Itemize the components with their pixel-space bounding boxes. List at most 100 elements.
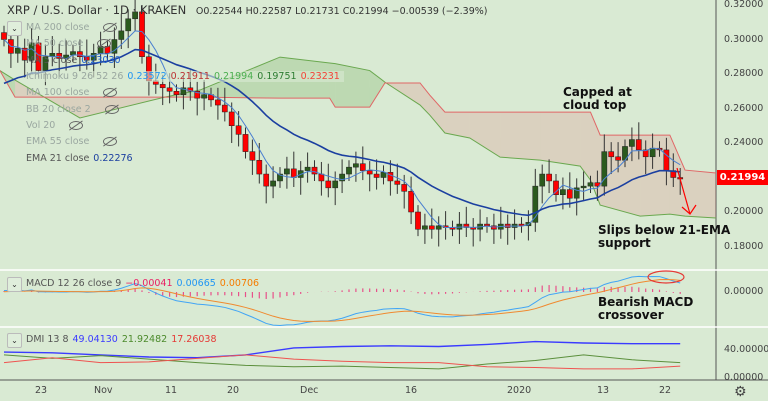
candle-up <box>573 187 580 199</box>
high-value: H0.22587 <box>245 6 293 17</box>
candle-down <box>77 51 83 58</box>
candle-down <box>242 134 249 152</box>
legend-ma5[interactable]: MA 5 close 0.23030 <box>26 55 121 66</box>
candle-down <box>228 111 235 126</box>
candle-down <box>615 156 621 161</box>
collapse-macd-button[interactable]: ⌄ <box>7 277 22 292</box>
candle-down <box>159 84 166 89</box>
candle-down <box>187 87 194 92</box>
candle-up <box>422 225 428 230</box>
legend-ema21[interactable]: EMA 21 close 0.22276 <box>26 153 133 164</box>
legend-vol[interactable]: Vol 20 <box>26 120 84 131</box>
candle-up <box>132 11 138 20</box>
hidden-eye-icon[interactable] <box>97 39 112 48</box>
candle-down <box>428 225 435 230</box>
candle-up <box>42 56 49 71</box>
legend-ma200[interactable]: MA 200 close <box>26 22 118 33</box>
settings-gear-icon[interactable]: ⚙ <box>734 384 747 400</box>
time-tick-label: 16 <box>405 385 418 396</box>
hidden-eye-icon[interactable] <box>103 88 118 97</box>
legend-ichimoku[interactable]: Ichimoku 9 26 52 26 0.23572 0.21911 0.21994… <box>26 71 344 82</box>
legend-macd[interactable]: MACD 12 26 close 9 −0.00041 0.00665 0.00706 <box>26 278 260 289</box>
candle-up <box>304 166 311 171</box>
candle-down <box>546 173 552 182</box>
legend-dmi[interactable]: DMI 13 8 49.04130 21.92482 17.26038 <box>26 334 217 345</box>
price-tick-label: 0.20000 <box>724 206 764 217</box>
candle-up <box>180 87 187 95</box>
candle-up <box>270 180 276 187</box>
candle-up <box>380 172 387 178</box>
annotation-arrowhead <box>681 204 697 215</box>
time-tick-label: 20 <box>227 385 240 396</box>
candle-down <box>401 184 408 192</box>
candle-up <box>532 185 539 223</box>
candle-down <box>263 173 270 187</box>
candle-down <box>35 42 42 71</box>
candle-down <box>311 166 318 175</box>
hidden-eye-icon[interactable] <box>103 137 118 146</box>
ichimoku-cloud <box>444 112 470 138</box>
candle-down <box>359 163 366 171</box>
ichimoku-cloud <box>590 112 601 206</box>
candle-down <box>256 160 263 175</box>
close-value: C0.21994 <box>342 6 389 17</box>
annotation-bearish: Bearish MACD crossover <box>598 295 694 322</box>
time-tick-label: 13 <box>597 385 610 396</box>
candle-up <box>649 147 656 158</box>
price-tick-label: 0.24000 <box>724 137 764 148</box>
candle-down <box>553 180 559 195</box>
legend-ma100[interactable]: MA 100 close <box>26 87 118 98</box>
ichimoku-cloud <box>580 112 591 181</box>
adx-line <box>3 340 681 359</box>
collapse-legend-button[interactable]: ⌄ <box>7 21 22 36</box>
candle-down <box>608 151 615 158</box>
minus-di-line <box>3 354 681 370</box>
candle-up <box>539 173 546 187</box>
candle-down <box>173 91 180 95</box>
last-price-label: 0.21994 <box>717 170 768 185</box>
hidden-eye-icon[interactable] <box>103 23 118 32</box>
hidden-eye-icon[interactable] <box>69 121 84 130</box>
candle-down <box>221 104 228 113</box>
candle-down <box>56 53 63 59</box>
candle-up <box>111 39 118 54</box>
price-tick-label: 0.28000 <box>724 68 764 79</box>
annotation-arrow <box>676 167 691 215</box>
legend-ema55[interactable]: EMA 55 close <box>26 136 118 147</box>
ichimoku-cloud <box>469 112 501 158</box>
ichimoku-cloud <box>540 112 581 167</box>
candle-up <box>587 182 594 187</box>
hidden-eye-icon[interactable] <box>104 105 119 114</box>
symbol-title: XRP / U.S. Dollar · 1D · KRAKEN <box>7 3 187 17</box>
candle-up <box>580 185 587 189</box>
candle-up <box>346 166 352 175</box>
ma5-line <box>3 30 681 229</box>
macd-line <box>3 275 681 326</box>
low-value: L0.21731 <box>295 6 340 17</box>
collapse-dmi-button[interactable]: ⌄ <box>7 333 22 348</box>
candle-up <box>284 168 290 175</box>
candle-down <box>249 151 256 161</box>
candle-down <box>642 149 649 158</box>
candle-down <box>463 223 470 228</box>
ichimoku-cloud <box>500 112 541 161</box>
dmi-tick-label: 0.00000 <box>724 372 764 383</box>
dmi-tick-label: 40.00000 <box>724 344 768 355</box>
candle-down <box>484 223 490 227</box>
candle-down <box>366 170 373 175</box>
candle-down <box>194 91 201 99</box>
candle-up <box>339 173 345 182</box>
legend-ma50[interactable]: MA 50 close <box>26 38 112 49</box>
candle-up <box>125 18 132 32</box>
annotation-ellipse <box>647 270 685 284</box>
legend-bb[interactable]: BB 20 close 2 <box>26 104 119 115</box>
senkou-span-a <box>0 56 717 219</box>
price-tick-label: 0.30000 <box>724 34 764 45</box>
candle-up <box>201 94 207 99</box>
ichimoku-cloud <box>329 62 336 108</box>
change-value: −0.00539 (−2.39%) <box>391 6 488 17</box>
candle-up <box>353 163 359 168</box>
candle-down <box>394 180 401 185</box>
senkou-span-b <box>0 70 717 174</box>
